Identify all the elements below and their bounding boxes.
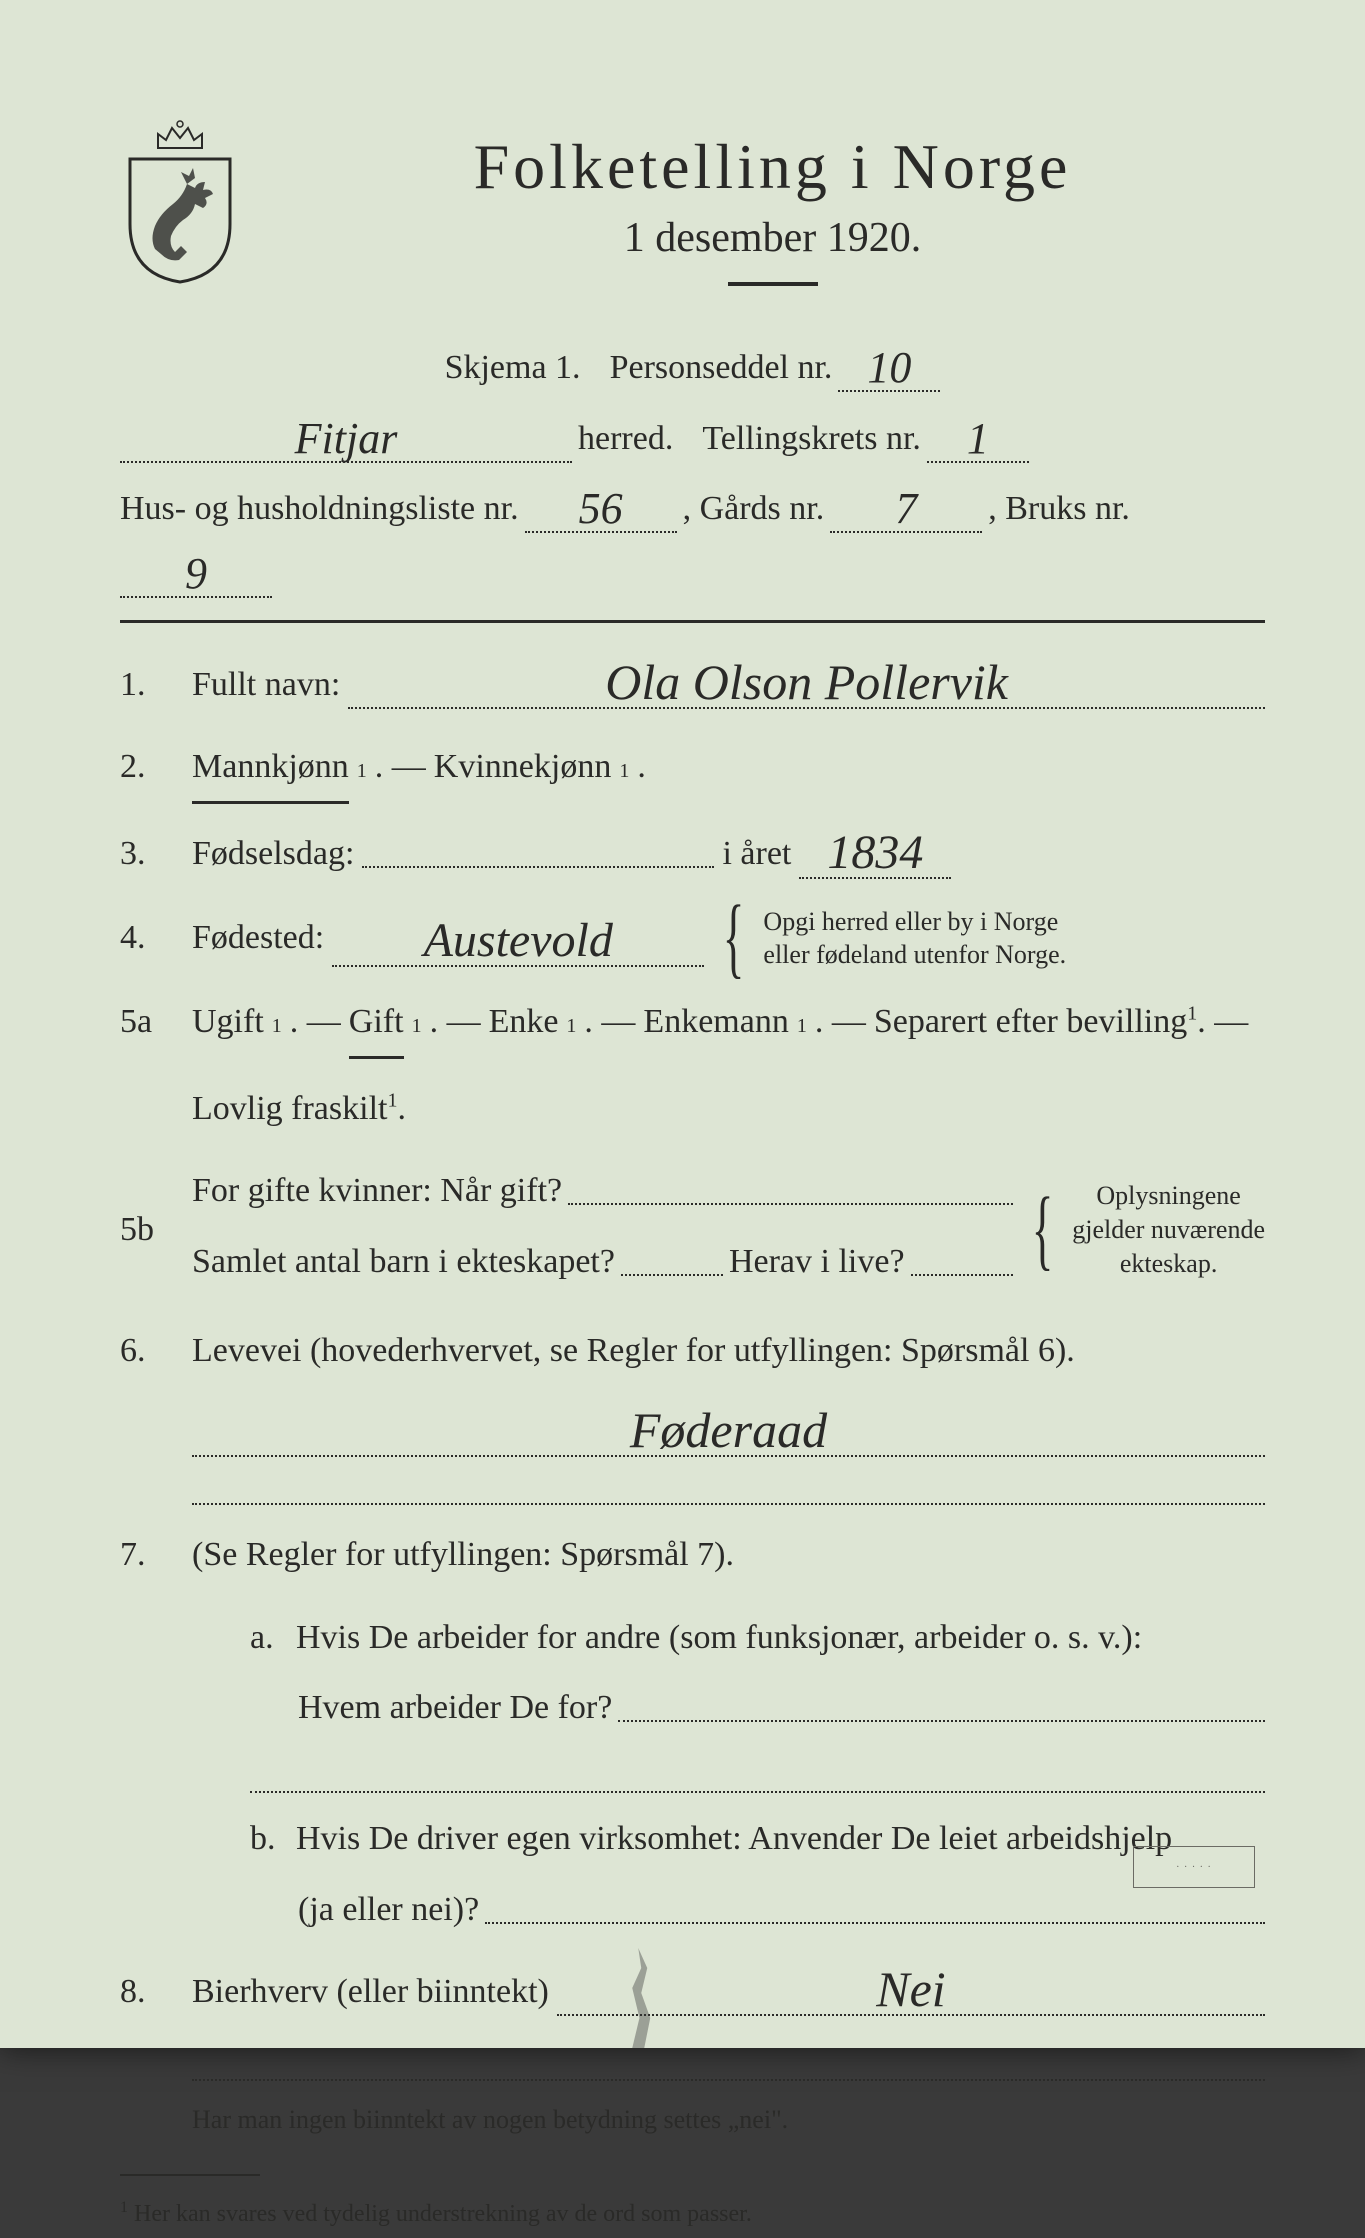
coat-of-arms-icon: [120, 120, 240, 280]
q2-kvinne: Kvinnekjønn: [434, 735, 612, 800]
meta-line-3: Hus- og husholdningsliste nr. 56 , Gårds…: [120, 477, 1265, 594]
q7-num: 7.: [120, 1523, 174, 1588]
q8-num: 8.: [120, 1960, 174, 2025]
tellingskrets-label: Tellingskrets nr.: [702, 407, 921, 472]
husliste-value: 56: [525, 487, 677, 533]
q3-num: 3.: [120, 822, 174, 887]
q5b-note: Oplysningene gjelder nuværende ekteskap.: [1072, 1179, 1265, 1280]
q7a-blank: [250, 1755, 1265, 1793]
q5b-num: 5b: [120, 1198, 174, 1263]
q1: 1. Fullt navn: Ola Olson Pollervik: [120, 653, 1265, 718]
q2-mann: Mannkjønn: [192, 735, 349, 804]
q5a-lovlig: Lovlig fraskilt: [192, 1090, 387, 1127]
q6-value-line: Føderaad: [192, 1401, 1265, 1453]
q3-iaret: i året: [722, 822, 791, 887]
footnote-rule: [120, 2174, 260, 2176]
q5a-enke: Enke: [489, 990, 559, 1055]
q5b-l2b: Herav i live?: [729, 1230, 905, 1295]
q6-label: Levevei (hovederhvervet, se Regler for u…: [192, 1319, 1075, 1384]
header: Folketelling i Norge 1 desember 1920.: [120, 120, 1265, 316]
title-rule: [728, 282, 818, 286]
q5b-live-value: [911, 1274, 1013, 1276]
q7a-value: [618, 1720, 1265, 1722]
subtitle: 1 desember 1920.: [280, 214, 1265, 262]
q7b-letter: b.: [250, 1807, 290, 1872]
q5b-l1: For gifte kvinner: Når gift?: [192, 1159, 562, 1224]
q8-label: Bierhverv (eller biinntekt): [192, 1960, 549, 2025]
q6-num: 6.: [120, 1319, 174, 1384]
skjema-label: Skjema 1.: [445, 336, 581, 401]
personseddel-value: 10: [838, 346, 940, 392]
q4-value: Austevold: [332, 917, 704, 967]
herred-label: herred.: [578, 407, 673, 472]
q5a: 5a Ugift1. — Gift1. — Enke1. — Enkemann1…: [120, 990, 1265, 1059]
divider-1: [120, 620, 1265, 623]
q5a-cont: Lovlig fraskilt1.: [192, 1077, 1265, 1142]
q3-day: [362, 866, 714, 868]
q3: 3. Fødselsdag: i året 1834: [120, 822, 1265, 887]
q5b-l2a: Samlet antal barn i ekteskapet?: [192, 1230, 615, 1295]
q5a-separert: Separert efter bevilling: [874, 1003, 1187, 1040]
q6-value: Føderaad: [192, 1405, 1265, 1457]
q3-year: 1834: [799, 829, 951, 879]
q3-label: Fødselsdag:: [192, 822, 354, 887]
q7-label: (Se Regler for utfyllingen: Spørsmål 7).: [192, 1523, 734, 1588]
brace-icon: {: [723, 911, 745, 965]
bruks-label: , Bruks nr.: [988, 477, 1130, 542]
q5a-num: 5a: [120, 990, 174, 1055]
herred-value: Fitjar: [120, 417, 572, 463]
meta-line-1: Skjema 1. Personseddel nr. 10: [120, 336, 1265, 401]
q1-num: 1.: [120, 653, 174, 718]
q4-num: 4.: [120, 906, 174, 971]
q5b-gift-value: [568, 1203, 1013, 1205]
q7: 7. (Se Regler for utfyllingen: Spørsmål …: [120, 1523, 1265, 1588]
q8-value: Nei: [557, 1964, 1265, 2016]
tellingskrets-value: 1: [927, 417, 1029, 463]
q7b: b. Hvis De driver egen virksomhet: Anven…: [250, 1807, 1265, 1942]
husliste-label: Hus- og husholdningsliste nr.: [120, 477, 519, 542]
q1-value: Ola Olson Pollervik: [348, 657, 1265, 709]
meta-line-2: Fitjar herred. Tellingskrets nr. 1: [120, 407, 1265, 472]
footnote: 1 Her kan svares ved tydelig understrekn…: [120, 2192, 1265, 2238]
printer-stamp: · · · · ·: [1133, 1846, 1255, 1888]
q5b: 5b For gifte kvinner: Når gift? Samlet a…: [120, 1159, 1265, 1300]
q5b-barn-value: [621, 1274, 723, 1276]
bruks-value: 9: [120, 552, 272, 598]
footer-note: Har man ingen biinntekt av nogen betydni…: [192, 2095, 1265, 2144]
q1-label: Fullt navn:: [192, 653, 340, 718]
brace-icon: {: [1032, 1203, 1054, 1257]
q7a-l2: Hvem arbeider De for?: [298, 1676, 612, 1741]
q4: 4. Fødested: Austevold { Opgi herred ell…: [120, 905, 1265, 973]
census-form-page: Folketelling i Norge 1 desember 1920. Sk…: [0, 0, 1365, 2048]
q8-blank: [192, 2043, 1265, 2081]
q7a: a. Hvis De arbeider for andre (som funks…: [250, 1606, 1265, 1741]
q2-num: 2.: [120, 735, 174, 800]
form-body: Skjema 1. Personseddel nr. 10 Fitjar her…: [120, 336, 1265, 2238]
q6-blank: [192, 1467, 1265, 1505]
q7b-l2: (ja eller nei)?: [298, 1878, 479, 1943]
q2: 2. Mannkjønn1. — Kvinnekjønn1.: [120, 735, 1265, 804]
personseddel-label: Personseddel nr.: [610, 336, 833, 401]
q7a-letter: a.: [250, 1606, 290, 1671]
q4-label: Fødested:: [192, 906, 324, 971]
q5a-ugift: Ugift: [192, 990, 264, 1055]
q5a-enkemann: Enkemann: [643, 990, 788, 1055]
q8: 8. Bierhverv (eller biinntekt) Nei: [120, 1960, 1265, 2025]
gards-label: , Gårds nr.: [683, 477, 825, 542]
q7b-value: [485, 1922, 1265, 1924]
q5a-gift: Gift: [349, 990, 404, 1059]
gards-value: 7: [830, 487, 982, 533]
q6: 6. Levevei (hovederhvervet, se Regler fo…: [120, 1319, 1265, 1384]
q7a-l1: Hvis De arbeider for andre (som funksjon…: [296, 1606, 1142, 1671]
title-block: Folketelling i Norge 1 desember 1920.: [280, 120, 1265, 316]
main-title: Folketelling i Norge: [280, 130, 1265, 204]
q4-note: Opgi herred eller by i Norge eller fødel…: [763, 905, 1066, 973]
q7b-l1: Hvis De driver egen virksomhet: Anvender…: [296, 1807, 1172, 1872]
